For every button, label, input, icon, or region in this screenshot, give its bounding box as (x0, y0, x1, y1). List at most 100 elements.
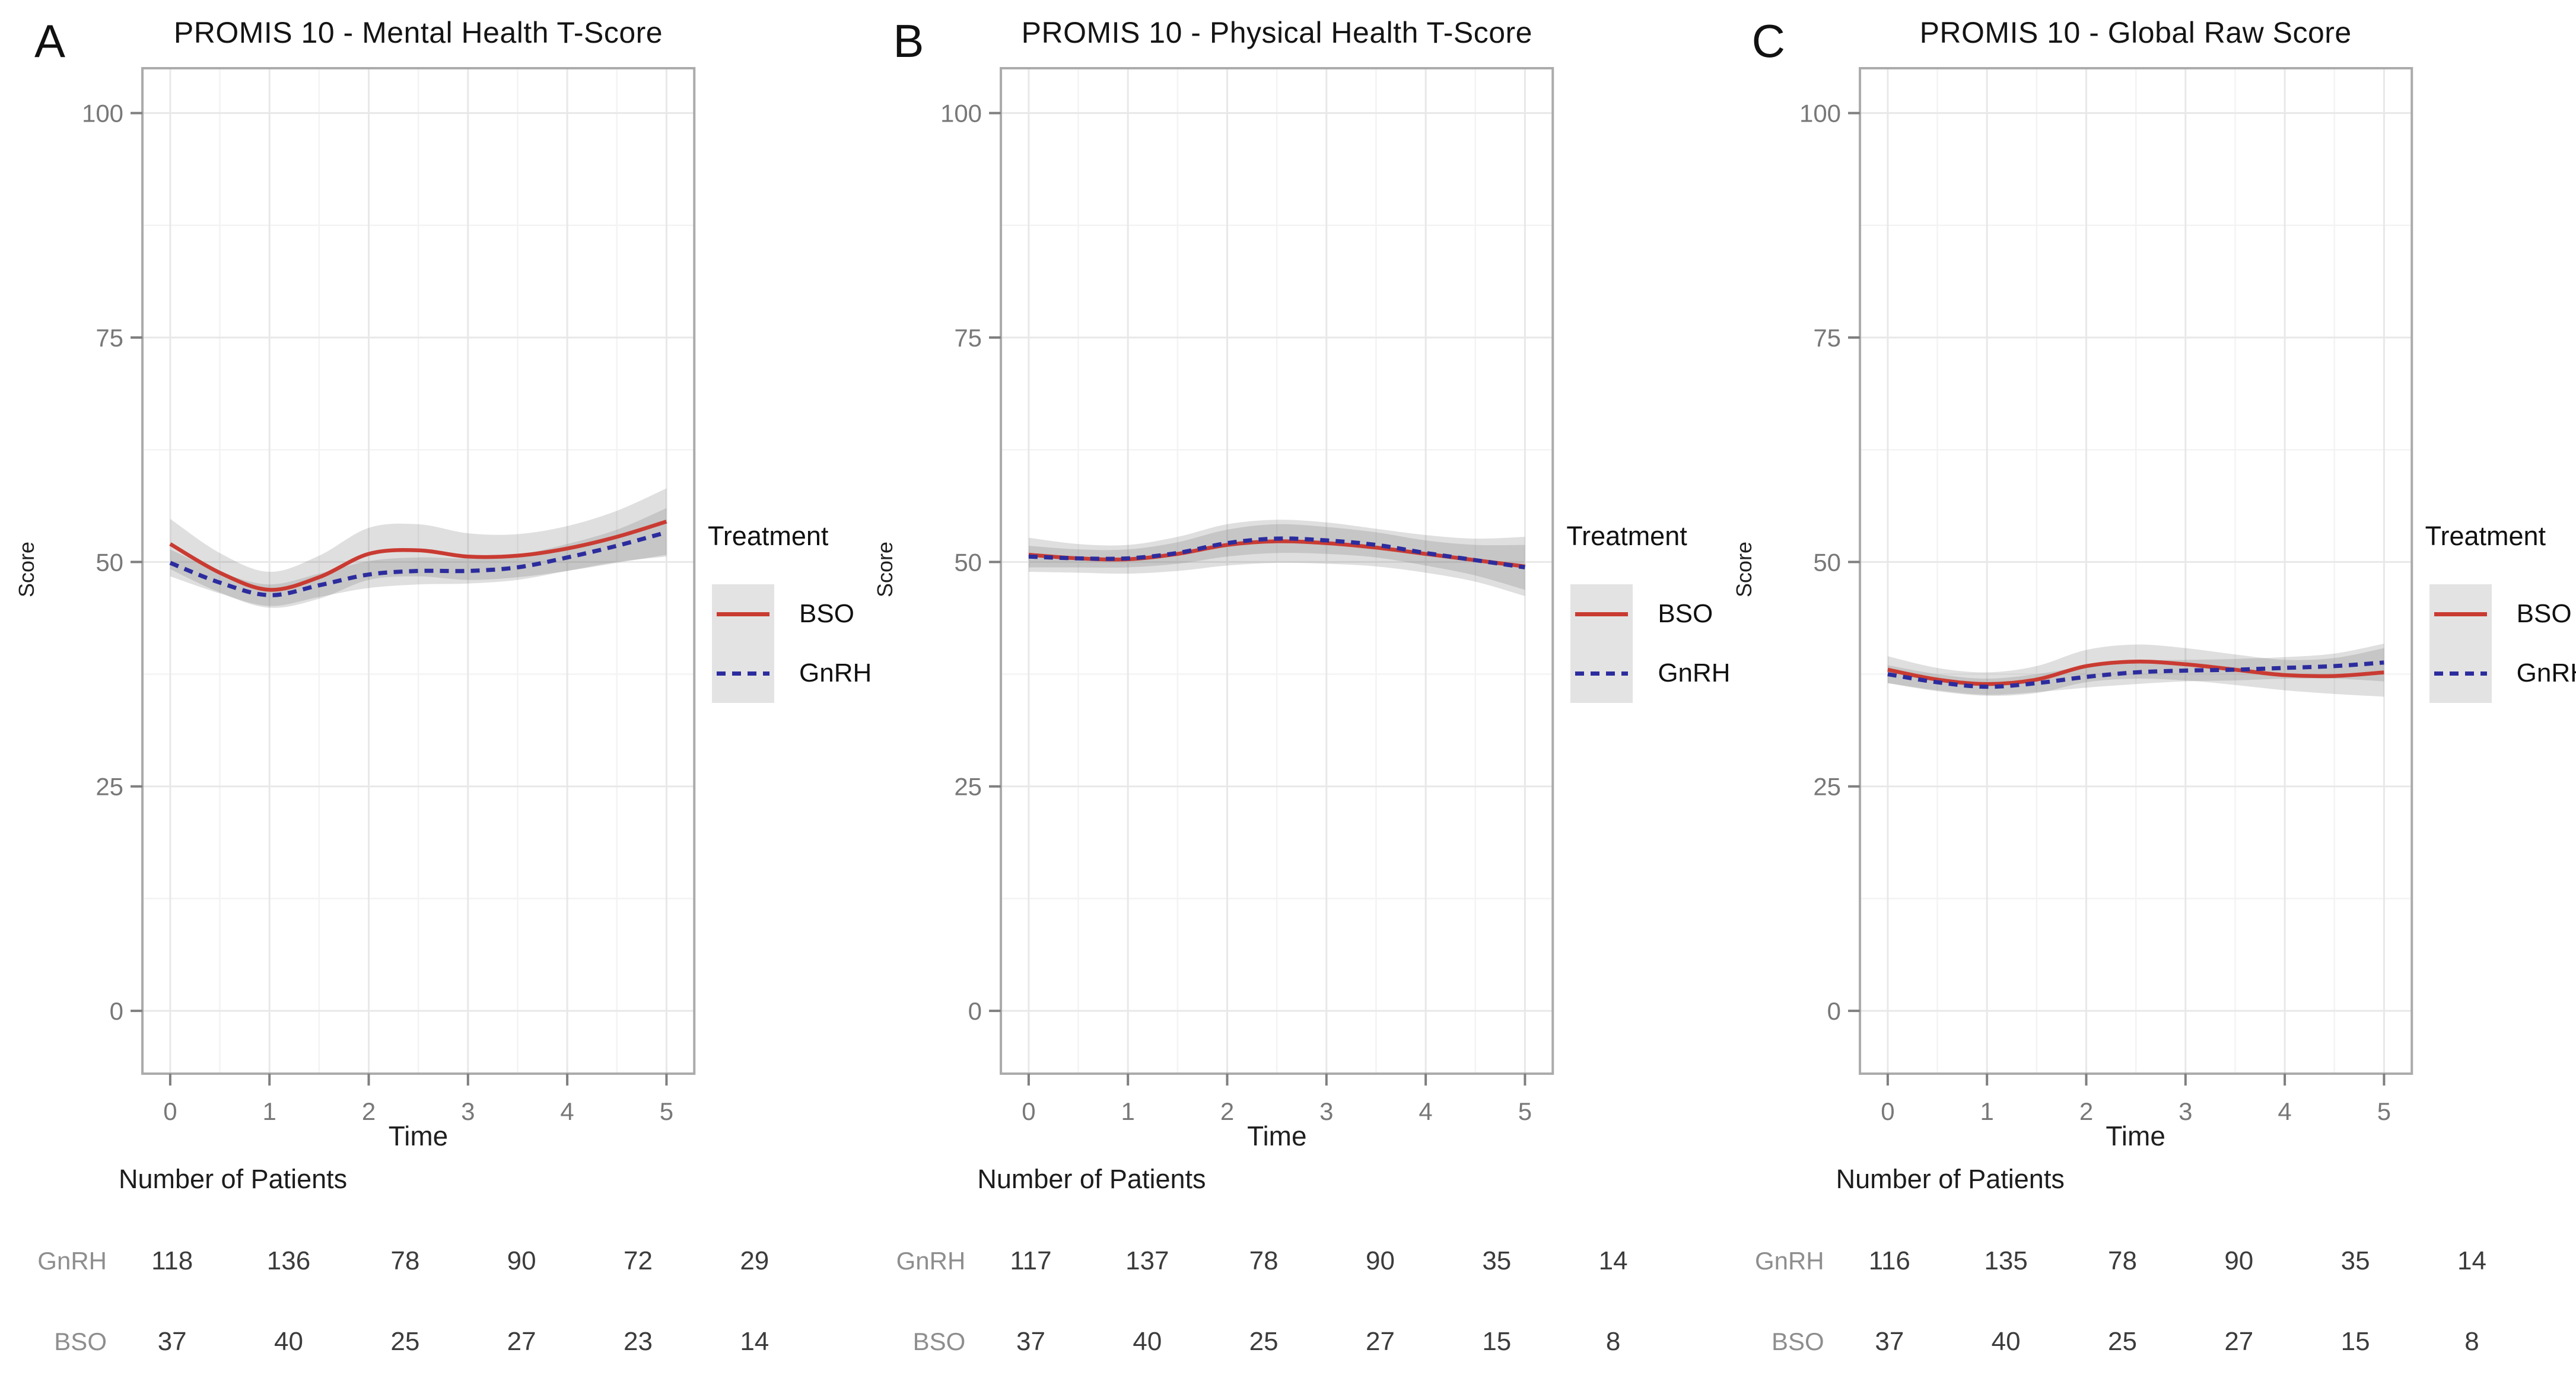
y-tick-label: 0 (968, 997, 982, 1025)
patient-count-table: Number of Patients GnRH 116 135 78 90 35 14 BSO… (1735, 1164, 2530, 1375)
count-cell: 27 (1366, 1327, 1395, 1356)
patient-count-heading: Number of Patients (1836, 1164, 2065, 1194)
legend-label-bso: BSO (799, 599, 854, 628)
x-tick-label: 5 (660, 1097, 673, 1125)
panel-c: 0 25 50 75 100 0 1 2 3 4 5 C PROMIS 10 - Global Ra… (1718, 0, 2576, 1375)
row-label-bso: BSO (54, 1328, 107, 1355)
ci-ribbon-gnrh (170, 508, 667, 606)
count-cell: 135 (1984, 1246, 2028, 1275)
y-tick-label: 75 (96, 324, 123, 352)
treatment-legend: Treatment BSO GnRH (1550, 507, 1731, 703)
trend-line-gnrh (1029, 536, 1526, 569)
x-tick-label: 1 (1121, 1097, 1135, 1125)
trend-line-gnrh (169, 530, 667, 597)
y-tick-label: 50 (1813, 548, 1841, 576)
count-cell: 14 (1598, 1246, 1628, 1275)
count-cell: 37 (157, 1327, 187, 1356)
y-tick-label: 25 (955, 773, 982, 801)
count-row-gnrh: GnRH 118 136 78 90 72 29 (18, 1240, 813, 1282)
ci-ribbon-bso (1029, 520, 1525, 596)
plot-border (1000, 67, 1554, 1075)
count-cell: 25 (2108, 1327, 2137, 1356)
y-tick-label: 25 (96, 773, 123, 801)
count-cell: 14 (2457, 1246, 2486, 1275)
trend-line-bso (1887, 660, 2384, 686)
treatment-legend: Treatment BSO GnRH (2409, 507, 2576, 703)
patient-count-heading: Number of Patients (977, 1164, 1206, 1194)
x-tick-label: 2 (1220, 1097, 1234, 1125)
plot-border (1858, 67, 2413, 1075)
x-tick-label: 1 (1980, 1097, 1993, 1125)
panel-letter: B (893, 15, 924, 67)
panel-letter: A (34, 15, 66, 67)
chart-canvas: 0 25 50 75 100 0 1 2 3 4 5 (1799, 67, 2413, 1125)
x-tick-label: 3 (2179, 1097, 2192, 1125)
count-row-bso: BSO 37 40 25 27 15 8 (1735, 1320, 2530, 1363)
panel-letter: C (1751, 15, 1785, 67)
panel-title: PROMIS 10 - Physical Health T-Score (1021, 16, 1532, 49)
ci-ribbon-bso (170, 488, 667, 608)
x-tick-label: 1 (263, 1097, 276, 1125)
y-axis-title: Score (1731, 541, 1756, 598)
legend-label-bso: BSO (1658, 599, 1713, 628)
legend-title: Treatment (708, 521, 829, 551)
x-tick-label: 5 (1518, 1097, 1532, 1125)
count-cell: 25 (390, 1327, 420, 1356)
legend-solid-line-icon (716, 612, 770, 616)
count-cell: 27 (2224, 1327, 2254, 1356)
x-axis-title: Time (388, 1121, 449, 1151)
count-row-bso: BSO 37 40 25 27 23 14 (18, 1320, 813, 1363)
count-cell: 116 (1868, 1246, 1910, 1275)
count-cell: 8 (1605, 1327, 1621, 1356)
count-cell: 40 (274, 1327, 303, 1356)
row-label-bso: BSO (1771, 1328, 1824, 1355)
legend-key-gnrh (712, 644, 774, 703)
legend-label-bso: BSO (2516, 599, 2572, 628)
count-cell: 90 (507, 1246, 536, 1275)
count-row-bso: BSO 37 40 25 27 15 8 (876, 1320, 1671, 1363)
legend-label-gnrh: GnRH (799, 658, 872, 687)
panel-a: 0 25 50 75 100 0 1 2 3 4 5 A PROMIS 10 - Mental He… (0, 0, 872, 1375)
x-tick-label: 5 (2377, 1097, 2390, 1125)
legend-rows: BSO GnRH (2409, 584, 2576, 703)
legend-row-gnrh: GnRH (691, 644, 872, 703)
legend-key-bso (2429, 584, 2492, 644)
x-tick-label: 4 (2278, 1097, 2291, 1125)
legend-rows: BSO GnRH (1550, 584, 1731, 703)
panel-title: PROMIS 10 - Mental Health T-Score (173, 16, 663, 49)
x-tick-label: 2 (2079, 1097, 2092, 1125)
x-axis-title: Time (1247, 1121, 1307, 1151)
legend-title: Treatment (1566, 521, 1687, 551)
count-cell: 78 (1249, 1246, 1279, 1275)
y-tick-label: 100 (1799, 100, 1841, 128)
count-cell: 78 (2108, 1246, 2137, 1275)
panel-title: PROMIS 10 - Global Raw Score (1919, 16, 2352, 49)
legend-row-gnrh: GnRH (2409, 644, 2576, 703)
count-cell: 118 (151, 1246, 193, 1275)
legend-row-gnrh: GnRH (1550, 644, 1731, 703)
y-tick-label: 50 (96, 548, 123, 576)
treatment-legend: Treatment BSO GnRH (691, 507, 872, 703)
count-cell: 90 (1366, 1246, 1395, 1275)
legend-row-bso: BSO (1550, 584, 1728, 644)
panel-b: 0 25 50 75 100 0 1 2 3 4 5 B PROMIS 10 - Physical … (858, 0, 1730, 1375)
y-tick-label: 50 (955, 548, 982, 576)
x-tick-label: 3 (1319, 1097, 1333, 1125)
count-cell: 27 (507, 1327, 536, 1356)
count-cell: 8 (2464, 1327, 2479, 1356)
x-tick-label: 4 (560, 1097, 574, 1125)
count-cell: 35 (1482, 1246, 1512, 1275)
count-cell: 14 (740, 1327, 769, 1356)
x-tick-label: 2 (362, 1097, 376, 1125)
legend-key-gnrh (2429, 644, 2492, 703)
legend-solid-line-icon (2434, 612, 2487, 616)
legend-row-bso: BSO (691, 584, 869, 644)
x-axis-title: Time (2106, 1121, 2165, 1151)
count-row-gnrh: GnRH 117 137 78 90 35 14 (876, 1240, 1671, 1282)
y-tick-label: 0 (110, 997, 123, 1025)
legend-dashed-line-icon (1575, 671, 1629, 676)
count-cell: 40 (1133, 1327, 1162, 1356)
legend-label-gnrh: GnRH (1658, 658, 1731, 687)
x-tick-label: 0 (1022, 1097, 1036, 1125)
row-label-bso: BSO (912, 1328, 966, 1355)
